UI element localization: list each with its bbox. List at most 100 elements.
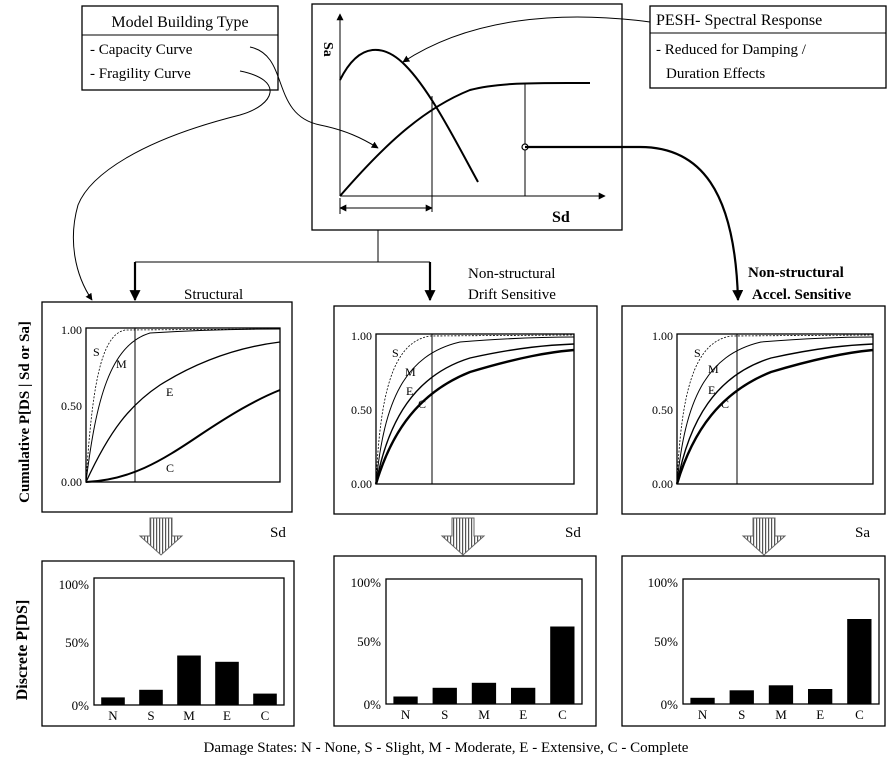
discrete-y-axis-title: Discrete P[DS] <box>14 600 31 701</box>
y-tick-label: 100% <box>351 575 382 590</box>
y-tick-label: 1.00 <box>652 329 673 343</box>
pesh-reduced-label: - Reduced for Damping / <box>656 42 807 58</box>
bar-c <box>253 693 277 705</box>
model-building-type-box: Model Building Type - Capacity Curve - F… <box>81 5 279 91</box>
fragility-plot-area <box>375 333 575 485</box>
y-tick-label: 50% <box>654 634 678 649</box>
y-tick-label: 0.00 <box>351 477 372 491</box>
curve-complete <box>675 348 874 485</box>
category-label: S <box>147 708 154 723</box>
spectrum-y-label: Sa <box>320 42 335 57</box>
spectrum-capacity-plot: Sa Sd <box>311 3 623 231</box>
state-label: M <box>405 365 416 379</box>
state-label: C <box>418 397 426 411</box>
accel-demand-arrow <box>525 145 744 302</box>
hatched-down-arrow <box>741 517 787 556</box>
curve-complete <box>85 389 281 483</box>
category-label: M <box>183 708 195 723</box>
fragility-plot-area <box>676 333 874 485</box>
panel-x-label: Sa <box>855 525 870 541</box>
bar-chart-structural: 100% 50% 0% N S M E C <box>41 560 295 727</box>
y-tick-label: 0% <box>364 697 382 712</box>
bar-e <box>511 687 536 705</box>
state-label: E <box>166 385 173 399</box>
connectors <box>72 16 744 302</box>
curve-extensive <box>375 343 575 485</box>
category-label: E <box>519 707 527 722</box>
fragility-y-axis-title: Cumulative P[DS | Sd or Sa] <box>17 321 33 503</box>
y-tick-label: 0.00 <box>652 477 673 491</box>
curve-complete <box>374 348 575 485</box>
category-label: E <box>223 708 231 723</box>
state-label: C <box>166 461 174 475</box>
curve-slight <box>676 334 874 485</box>
pesh-duration-label: Duration Effects <box>666 66 765 82</box>
bar-n <box>101 697 125 705</box>
state-label: S <box>392 346 399 360</box>
y-tick-label: 50% <box>65 635 89 650</box>
panel-title-line: Structural <box>184 287 243 303</box>
fragility-panel-structural: Structural Sd 1.00 0.50 0.00 S M E C <box>41 287 293 541</box>
fragility-panel-drift-sensitive: Non-structural Drift Sensitive Sd 1.00 0… <box>333 266 598 541</box>
panel-x-label: Sd <box>565 525 581 541</box>
capacity-curve-label: - Capacity Curve <box>90 42 193 58</box>
hatched-down-arrow <box>138 517 184 556</box>
state-label: C <box>721 397 729 411</box>
y-tick-label: 100% <box>648 575 679 590</box>
y-tick-label: 0% <box>72 698 90 713</box>
y-tick-label: 0.50 <box>351 403 372 417</box>
bar-s <box>139 689 163 705</box>
capacity-curve <box>339 81 591 197</box>
fragility-arrow <box>72 70 271 301</box>
category-label: C <box>261 708 270 723</box>
category-label: S <box>738 707 745 722</box>
category-label: N <box>401 707 411 722</box>
bar-m <box>768 685 794 705</box>
y-tick-label: 0.50 <box>652 403 673 417</box>
pesh-box-frame <box>649 5 887 89</box>
category-label: M <box>478 707 490 722</box>
bar-s <box>729 690 754 705</box>
bar-c <box>550 626 575 704</box>
spectrum-x-label: Sd <box>552 209 570 226</box>
pesh-arrow <box>402 16 651 63</box>
bar-series <box>690 619 872 705</box>
bar-s <box>432 687 457 705</box>
category-label: M <box>775 707 787 722</box>
state-label: S <box>93 345 100 359</box>
damage-states-legend: Damage States: N - None, S - Slight, M -… <box>204 740 689 756</box>
y-tick-label: 0.50 <box>61 399 82 413</box>
category-label: N <box>698 707 708 722</box>
bar-e <box>215 661 239 705</box>
bar-series <box>101 655 277 705</box>
bar-n <box>690 697 715 705</box>
model-box-title: Model Building Type <box>111 14 248 31</box>
category-label: S <box>441 707 448 722</box>
panel-title-line: Non-structural <box>468 266 555 282</box>
panel-x-label: Sd <box>270 525 286 541</box>
y-tick-label: 0% <box>661 697 679 712</box>
fragility-curve-label: - Fragility Curve <box>90 66 191 82</box>
demand-spectrum-curve <box>339 49 479 183</box>
panel-title-line: Non-structural <box>748 265 844 281</box>
y-tick-label: 100% <box>59 577 90 592</box>
hatched-down-arrow <box>440 517 486 556</box>
y-tick-label: 1.00 <box>351 329 372 343</box>
y-tick-label: 0.00 <box>61 475 82 489</box>
state-label: E <box>406 384 413 398</box>
category-label: C <box>558 707 567 722</box>
curve-slight <box>375 334 575 485</box>
model-box-frame <box>81 5 279 91</box>
curve-moderate <box>375 336 575 485</box>
state-label: M <box>116 357 127 371</box>
bar-e <box>808 689 833 704</box>
y-tick-label: 50% <box>357 634 381 649</box>
y-tick-label: 1.00 <box>61 323 82 337</box>
curve-moderate <box>676 336 874 485</box>
fragility-panel-accel-sensitive: Non-structural Accel. Sensitive Sa 1.00 … <box>621 265 886 541</box>
category-label: C <box>855 707 864 722</box>
state-label: S <box>694 346 701 360</box>
